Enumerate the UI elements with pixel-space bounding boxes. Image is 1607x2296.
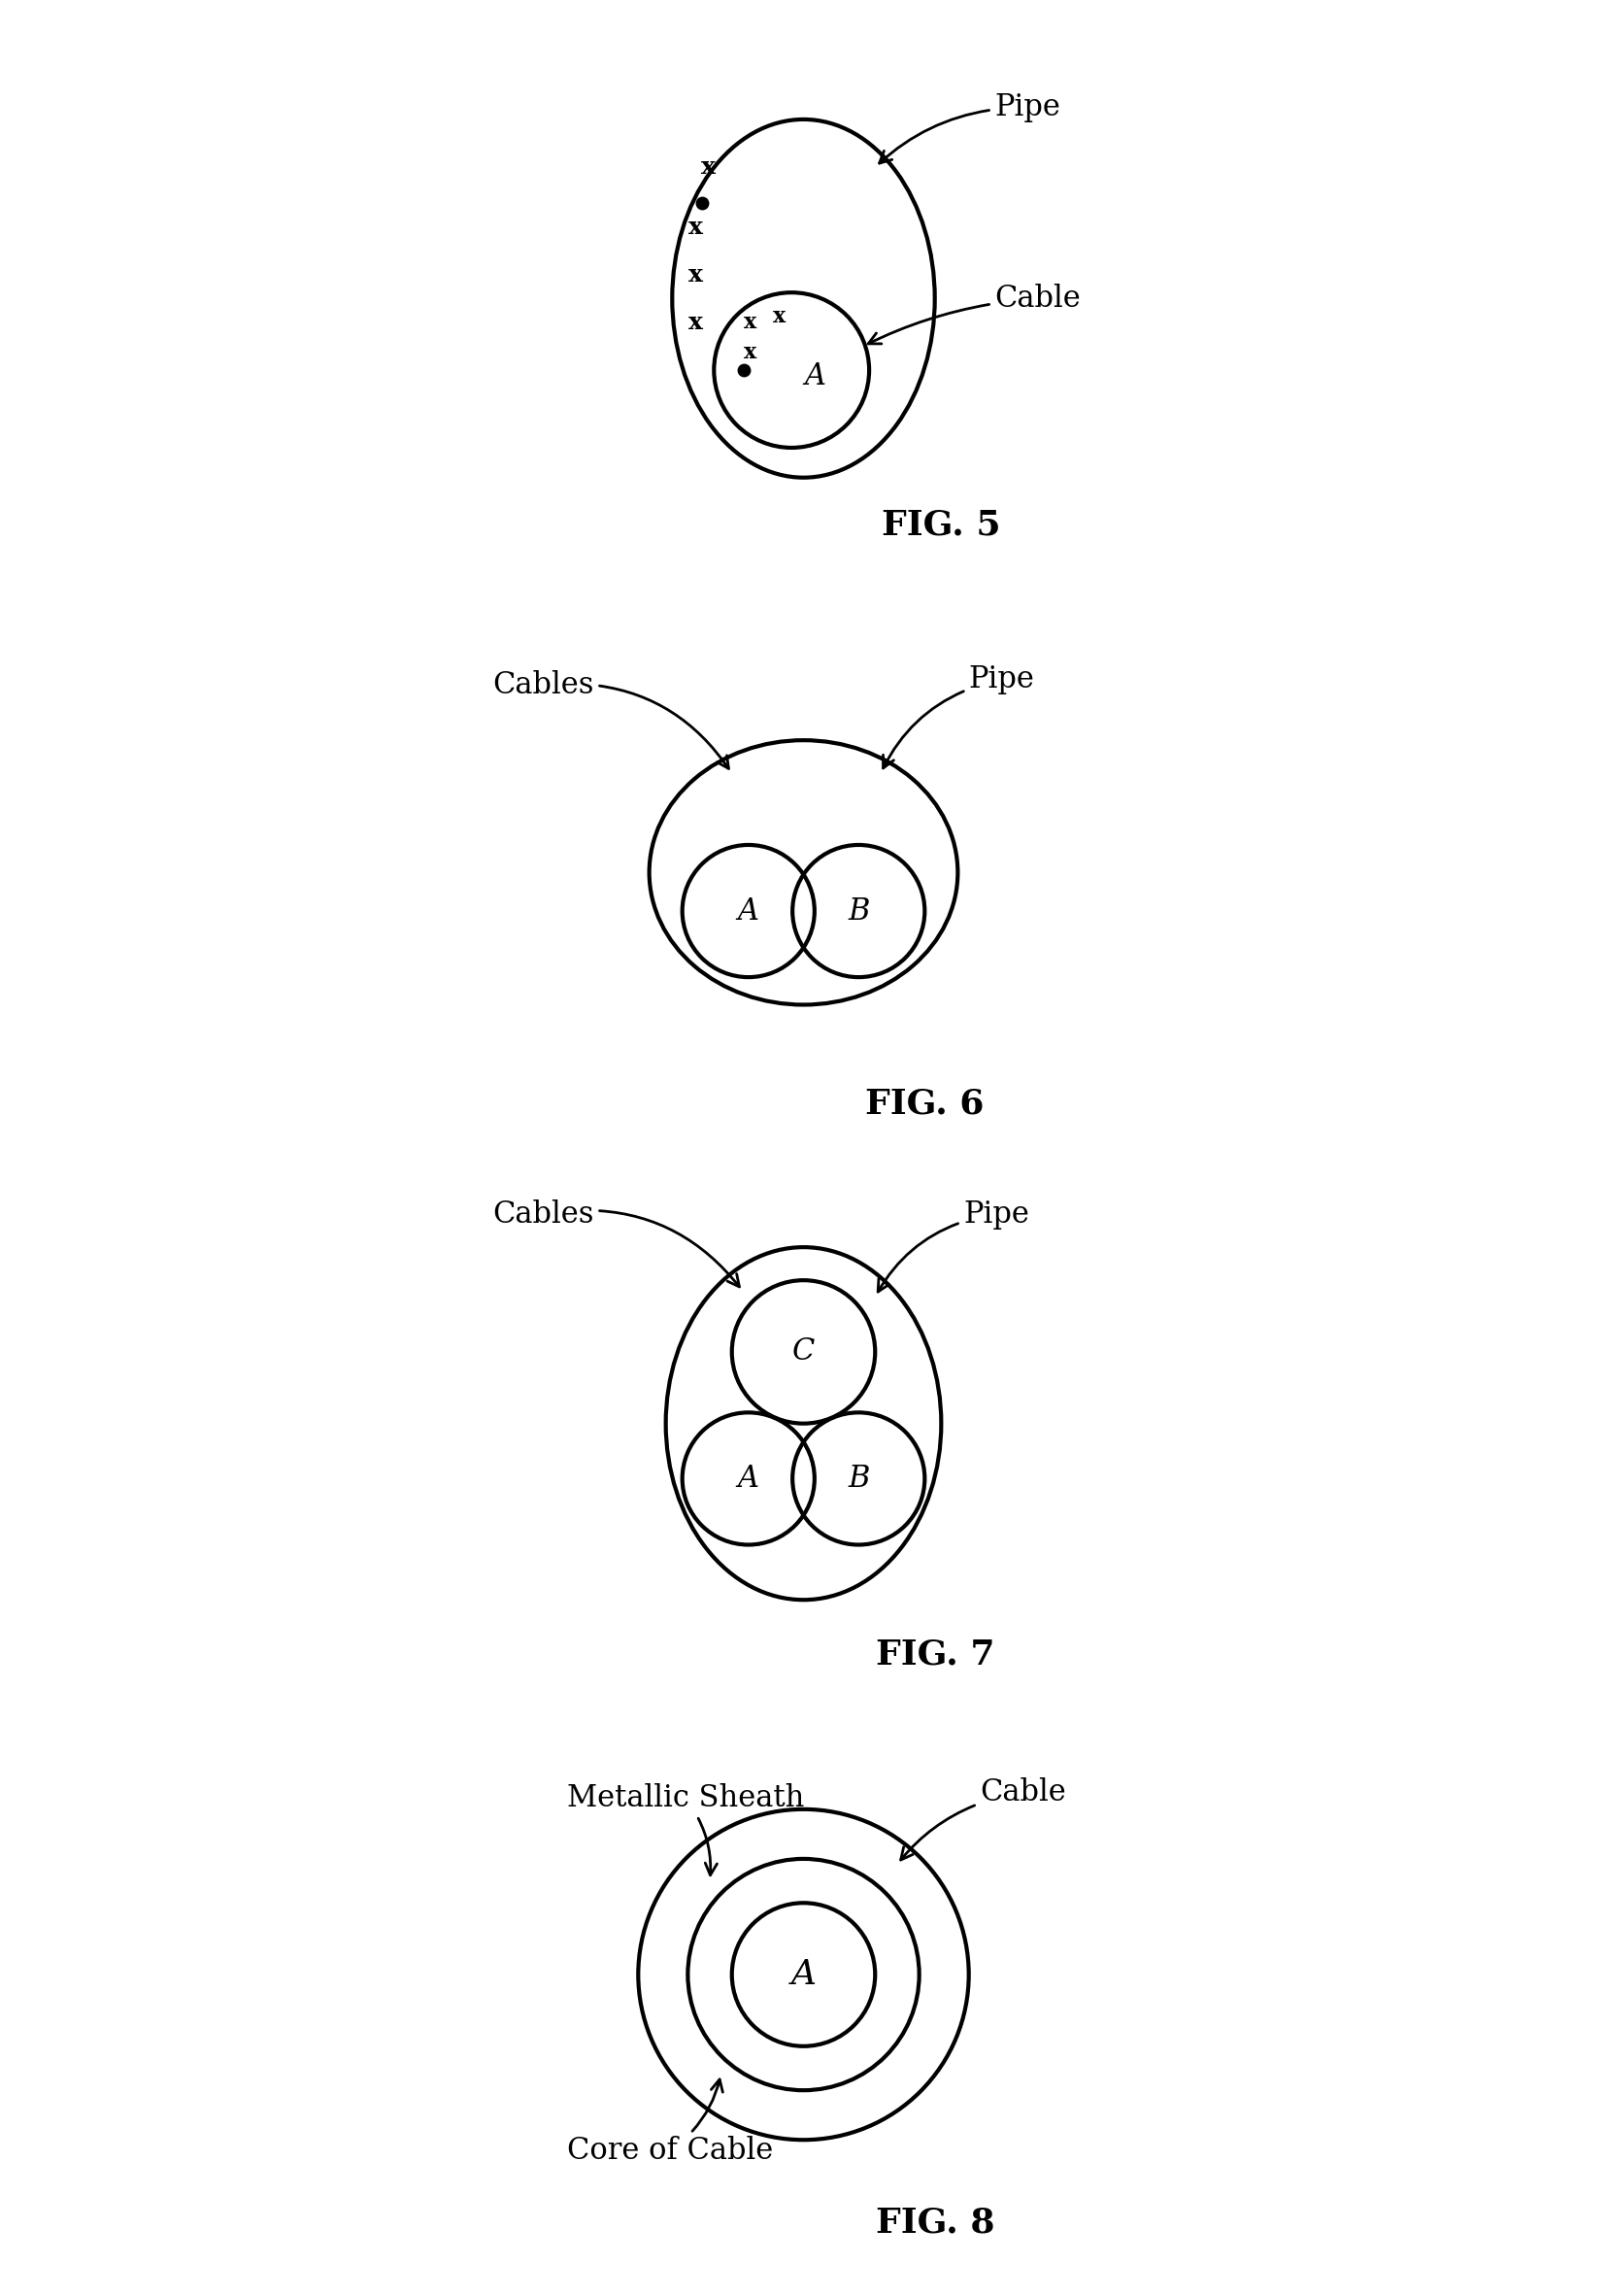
Text: Cables: Cables bbox=[493, 670, 728, 769]
Text: Cables: Cables bbox=[493, 1199, 739, 1286]
Text: x: x bbox=[689, 310, 704, 333]
Text: A: A bbox=[791, 1958, 816, 1991]
Text: FIG. 7: FIG. 7 bbox=[876, 1639, 995, 1671]
Text: x: x bbox=[773, 305, 786, 326]
Text: Pipe: Pipe bbox=[879, 92, 1061, 163]
Text: C: C bbox=[792, 1336, 815, 1366]
Text: A: A bbox=[805, 360, 826, 390]
Text: FIG. 6: FIG. 6 bbox=[865, 1088, 983, 1120]
Text: x: x bbox=[689, 264, 704, 287]
Text: Pipe: Pipe bbox=[877, 1199, 1028, 1293]
Text: Cable: Cable bbox=[868, 282, 1080, 344]
Text: A: A bbox=[738, 895, 759, 925]
Text: x: x bbox=[744, 312, 757, 333]
Text: x: x bbox=[689, 216, 704, 239]
Text: x: x bbox=[701, 156, 715, 179]
Text: A: A bbox=[738, 1463, 759, 1495]
Text: x: x bbox=[744, 342, 757, 363]
Text: Pipe: Pipe bbox=[884, 664, 1035, 769]
Text: B: B bbox=[848, 895, 869, 925]
Text: FIG. 8: FIG. 8 bbox=[876, 2206, 995, 2239]
Text: FIG. 5: FIG. 5 bbox=[881, 510, 1000, 542]
Text: Metallic Sheath: Metallic Sheath bbox=[567, 1784, 804, 1876]
Text: Core of Cable: Core of Cable bbox=[567, 2080, 773, 2165]
Text: Cable: Cable bbox=[902, 1777, 1065, 1860]
Text: B: B bbox=[848, 1463, 869, 1495]
